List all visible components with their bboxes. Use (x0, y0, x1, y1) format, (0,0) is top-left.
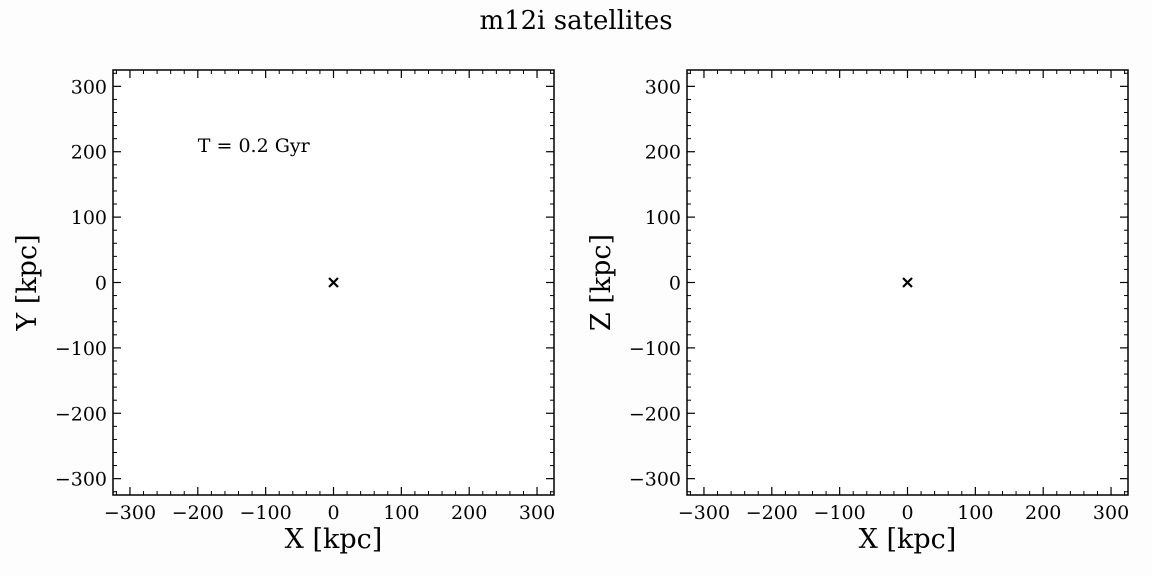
x-tick-label: 100 (383, 502, 419, 524)
x-tick-label: −300 (678, 502, 730, 524)
y-tick-label: −300 (55, 469, 107, 491)
y-axis-label: Z [kpc] (586, 234, 617, 331)
x-tick-label: 0 (901, 502, 913, 524)
x-tick-label: 100 (957, 502, 993, 524)
y-tick-label: 200 (71, 142, 107, 164)
x-tick-label: 200 (1025, 502, 1061, 524)
x-tick-label: −100 (814, 502, 866, 524)
x-tick-label: −200 (746, 502, 798, 524)
y-tick-label: 300 (645, 76, 681, 98)
y-tick-label: 100 (71, 207, 107, 229)
y-tick-label: −200 (629, 403, 681, 425)
panel-1: −300 −300 −200 −200 −100 −100 0 0 100 100 200 200 30… (12, 69, 555, 555)
marker-stroke (328, 277, 339, 288)
figure-title: m12i satellites (479, 6, 673, 36)
y-tick-label: −300 (629, 469, 681, 491)
x-axis-label: X [kpc] (285, 524, 383, 555)
x-tick-label: 300 (1093, 502, 1129, 524)
time-annotation: T = 0.2 Gyr (198, 135, 311, 157)
y-tick-label: −100 (55, 338, 107, 360)
panel-2: −300 −300 −200 −200 −100 −100 0 0 100 100 200 200 30… (586, 69, 1129, 555)
x-tick-label: 200 (451, 502, 487, 524)
y-tick-label: 100 (645, 207, 681, 229)
x-tick-label: −200 (172, 502, 224, 524)
y-tick-label: 300 (71, 76, 107, 98)
y-axis-label: Y [kpc] (12, 234, 43, 331)
x-axis-label: X [kpc] (859, 524, 957, 555)
y-tick-label: −100 (629, 338, 681, 360)
marker-stroke (902, 277, 913, 288)
x-tick-label: 300 (519, 502, 555, 524)
data-point-x-marker (328, 277, 339, 288)
y-tick-label: 200 (645, 142, 681, 164)
y-tick-label: 0 (669, 273, 681, 295)
x-tick-label: −300 (104, 502, 156, 524)
data-point-x-marker (902, 277, 913, 288)
x-tick-label: −100 (240, 502, 292, 524)
x-tick-label: 0 (327, 502, 339, 524)
y-tick-label: −200 (55, 403, 107, 425)
y-tick-label: 0 (95, 273, 107, 295)
